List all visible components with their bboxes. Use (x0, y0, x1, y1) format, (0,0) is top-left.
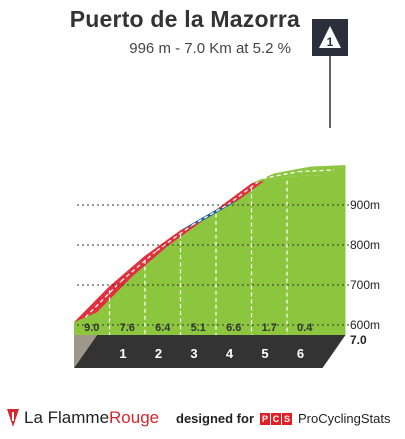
segment-centerline-3 (156, 224, 193, 252)
profile-right-face (322, 165, 346, 335)
km-marker-label-6: 6 (297, 346, 304, 361)
category-number: 1 (327, 35, 334, 49)
km-marker-label-2: 2 (155, 346, 162, 361)
km-marker-label-1: 1 (119, 346, 126, 361)
gradient-label-2: 7.6 (120, 322, 135, 334)
gradient-label-1: 9.0 (84, 322, 99, 334)
pcs-letter-p: P (260, 412, 271, 425)
gradient-label-7: 0.4 (297, 322, 313, 334)
gradient-label-6: 1.7 (262, 322, 277, 334)
pcs-logo-icon: P C S (260, 412, 293, 425)
gradient-label-5: 6.6 (226, 322, 241, 334)
climb-profile-chart: 600m 700m 800m 900m 9.0 7.6 6.4 5.1 6.6 1.7 0.4 1 2 3… (74, 19, 380, 368)
segment-centerline-1 (85, 280, 122, 318)
chart-title: Puerto de la Mazorra (69, 6, 300, 32)
distance-total-label: 7.0 (350, 333, 367, 347)
brand-laflammerouge: La FlammeRouge (24, 408, 159, 428)
pcs-credit: designed for P C S ProCyclingStats (176, 411, 391, 426)
km-marker-label-4: 4 (226, 346, 234, 361)
chart-subtitle: 996 m - 7.0 Km at 5.2 % (129, 40, 291, 57)
laflammerouge-logo: La FlammeRouge (6, 408, 159, 428)
km-marker-label-5: 5 (261, 346, 268, 361)
pcs-letter-s: S (282, 412, 293, 425)
grid-layer (77, 180, 352, 335)
y-tick-label-1: 600m (350, 318, 380, 332)
pcs-letter-c: C (271, 412, 282, 425)
profile-layer (74, 165, 346, 368)
y-tick-label-3: 800m (350, 238, 380, 252)
gradient-label-4: 5.1 (191, 322, 206, 334)
segment-face-2 (109, 255, 145, 335)
segment-ribbon-4 (180, 199, 239, 231)
segment-ribbon-6 (251, 166, 310, 184)
segment-centerline-7 (298, 169, 335, 173)
segment-ribbon-1 (74, 276, 133, 323)
y-tick-label-4: 900m (350, 198, 380, 212)
brand-laflamme-text: La Flamme (24, 408, 110, 427)
segment-face-4 (180, 209, 216, 335)
designed-for-label: designed for (176, 411, 255, 426)
flame-icon (7, 409, 19, 427)
segment-centerline-2 (120, 250, 157, 282)
segment-face-6 (251, 176, 287, 335)
category-badge: 1 (312, 19, 348, 128)
profile-base (74, 335, 346, 368)
y-tick-label-2: 700m (350, 278, 380, 292)
segment-face-7 (287, 175, 323, 335)
label-layer: 600m 700m 800m 900m 9.0 7.6 6.4 5.1 6.6 1.7 0.4 1 2 3… (84, 198, 380, 361)
km-marker-label-3: 3 (190, 346, 197, 361)
brand-rouge-text: Rouge (109, 408, 160, 427)
triangle-summit-icon (319, 26, 341, 48)
segment-centerline-5 (227, 177, 264, 206)
brand-procyclingstats: ProCyclingStats (298, 411, 391, 426)
segment-face-5 (216, 183, 252, 335)
gradient-label-3: 6.4 (155, 322, 171, 334)
segment-centerline-6 (262, 170, 299, 180)
